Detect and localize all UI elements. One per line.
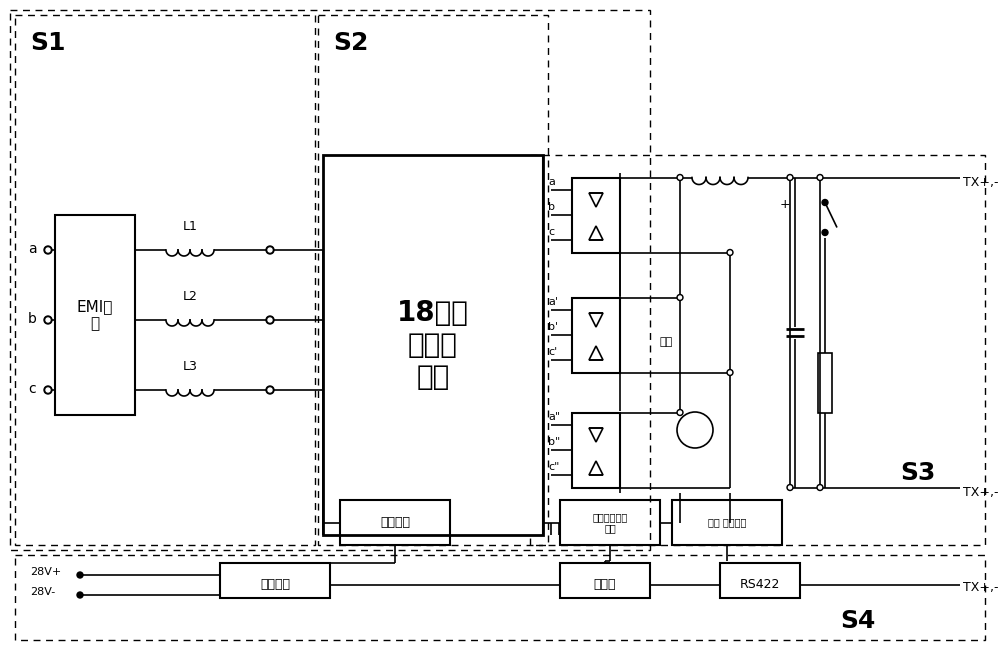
Circle shape [46,388,50,392]
Text: 可控硅移相及
控制: 可控硅移相及 控制 [592,512,628,533]
Text: c': c' [548,347,557,357]
Text: EMI滤
波: EMI滤 波 [77,299,113,331]
Circle shape [818,486,822,489]
Circle shape [678,176,682,179]
Text: 显示: 显示 [660,337,673,347]
Text: b: b [548,202,555,212]
Circle shape [727,370,733,376]
Text: a': a' [548,297,558,307]
Text: a": a" [548,412,560,422]
Text: c": c" [548,462,559,472]
Bar [560,562,650,598]
Circle shape [817,484,823,490]
Circle shape [46,248,50,252]
Bar [672,500,782,545]
Text: RS422: RS422 [740,579,780,592]
Circle shape [677,294,683,301]
Circle shape [268,388,272,392]
Circle shape [677,174,683,180]
Bar [560,500,660,545]
Text: a: a [548,177,555,187]
Circle shape [788,176,792,179]
Circle shape [728,371,732,374]
Bar [530,155,985,545]
Text: L1: L1 [183,220,197,233]
Text: TX+,-: TX+,- [963,581,998,594]
Bar [340,500,450,545]
Text: c: c [548,227,554,237]
Text: TX+,-: TX+,- [963,486,998,499]
Bar [323,155,543,535]
Text: c: c [28,382,36,396]
Circle shape [266,316,274,324]
Text: b: b [28,312,37,326]
Circle shape [266,246,274,254]
Text: S2: S2 [333,31,368,55]
Circle shape [44,386,52,394]
Circle shape [44,246,52,254]
Circle shape [822,199,828,206]
Text: 同步电路: 同步电路 [380,516,410,529]
Circle shape [817,174,823,180]
Bar [818,352,832,413]
Bar [10,10,650,550]
Text: 单片机: 单片机 [594,579,616,592]
Circle shape [268,318,272,322]
Bar [572,413,620,488]
Circle shape [678,296,682,299]
Bar [15,15,315,545]
Text: a: a [28,242,37,256]
Circle shape [818,176,822,179]
Circle shape [787,484,793,490]
Bar [55,215,135,415]
Bar [220,562,330,598]
Circle shape [728,251,732,254]
Circle shape [77,592,83,598]
Bar [572,298,620,372]
Circle shape [822,230,828,236]
Bar [15,555,985,640]
Text: b": b" [548,437,560,447]
Circle shape [266,386,274,394]
Circle shape [268,248,272,252]
Circle shape [77,572,83,578]
Text: 辅助电源: 辅助电源 [260,579,290,592]
Circle shape [46,318,50,322]
Text: TX+,-: TX+,- [963,176,998,189]
Bar [572,178,620,253]
Text: 28V-: 28V- [30,587,55,597]
Text: L3: L3 [183,360,197,373]
Text: S1: S1 [30,31,66,55]
Circle shape [788,486,792,489]
Text: L2: L2 [183,290,197,303]
Circle shape [787,174,793,180]
Circle shape [678,411,682,414]
Text: b': b' [548,322,558,332]
Circle shape [44,316,52,324]
Text: 28V+: 28V+ [30,567,61,577]
Text: 电压 电流检测: 电压 电流检测 [708,518,746,527]
Text: 18脉冲
自耦变
压器: 18脉冲 自耦变 压器 [397,299,469,391]
Text: S4: S4 [840,609,875,633]
Text: +: + [780,197,791,210]
Text: S3: S3 [900,461,935,485]
Circle shape [727,249,733,255]
Bar [720,562,800,598]
Bar [318,15,548,545]
Circle shape [677,409,683,415]
